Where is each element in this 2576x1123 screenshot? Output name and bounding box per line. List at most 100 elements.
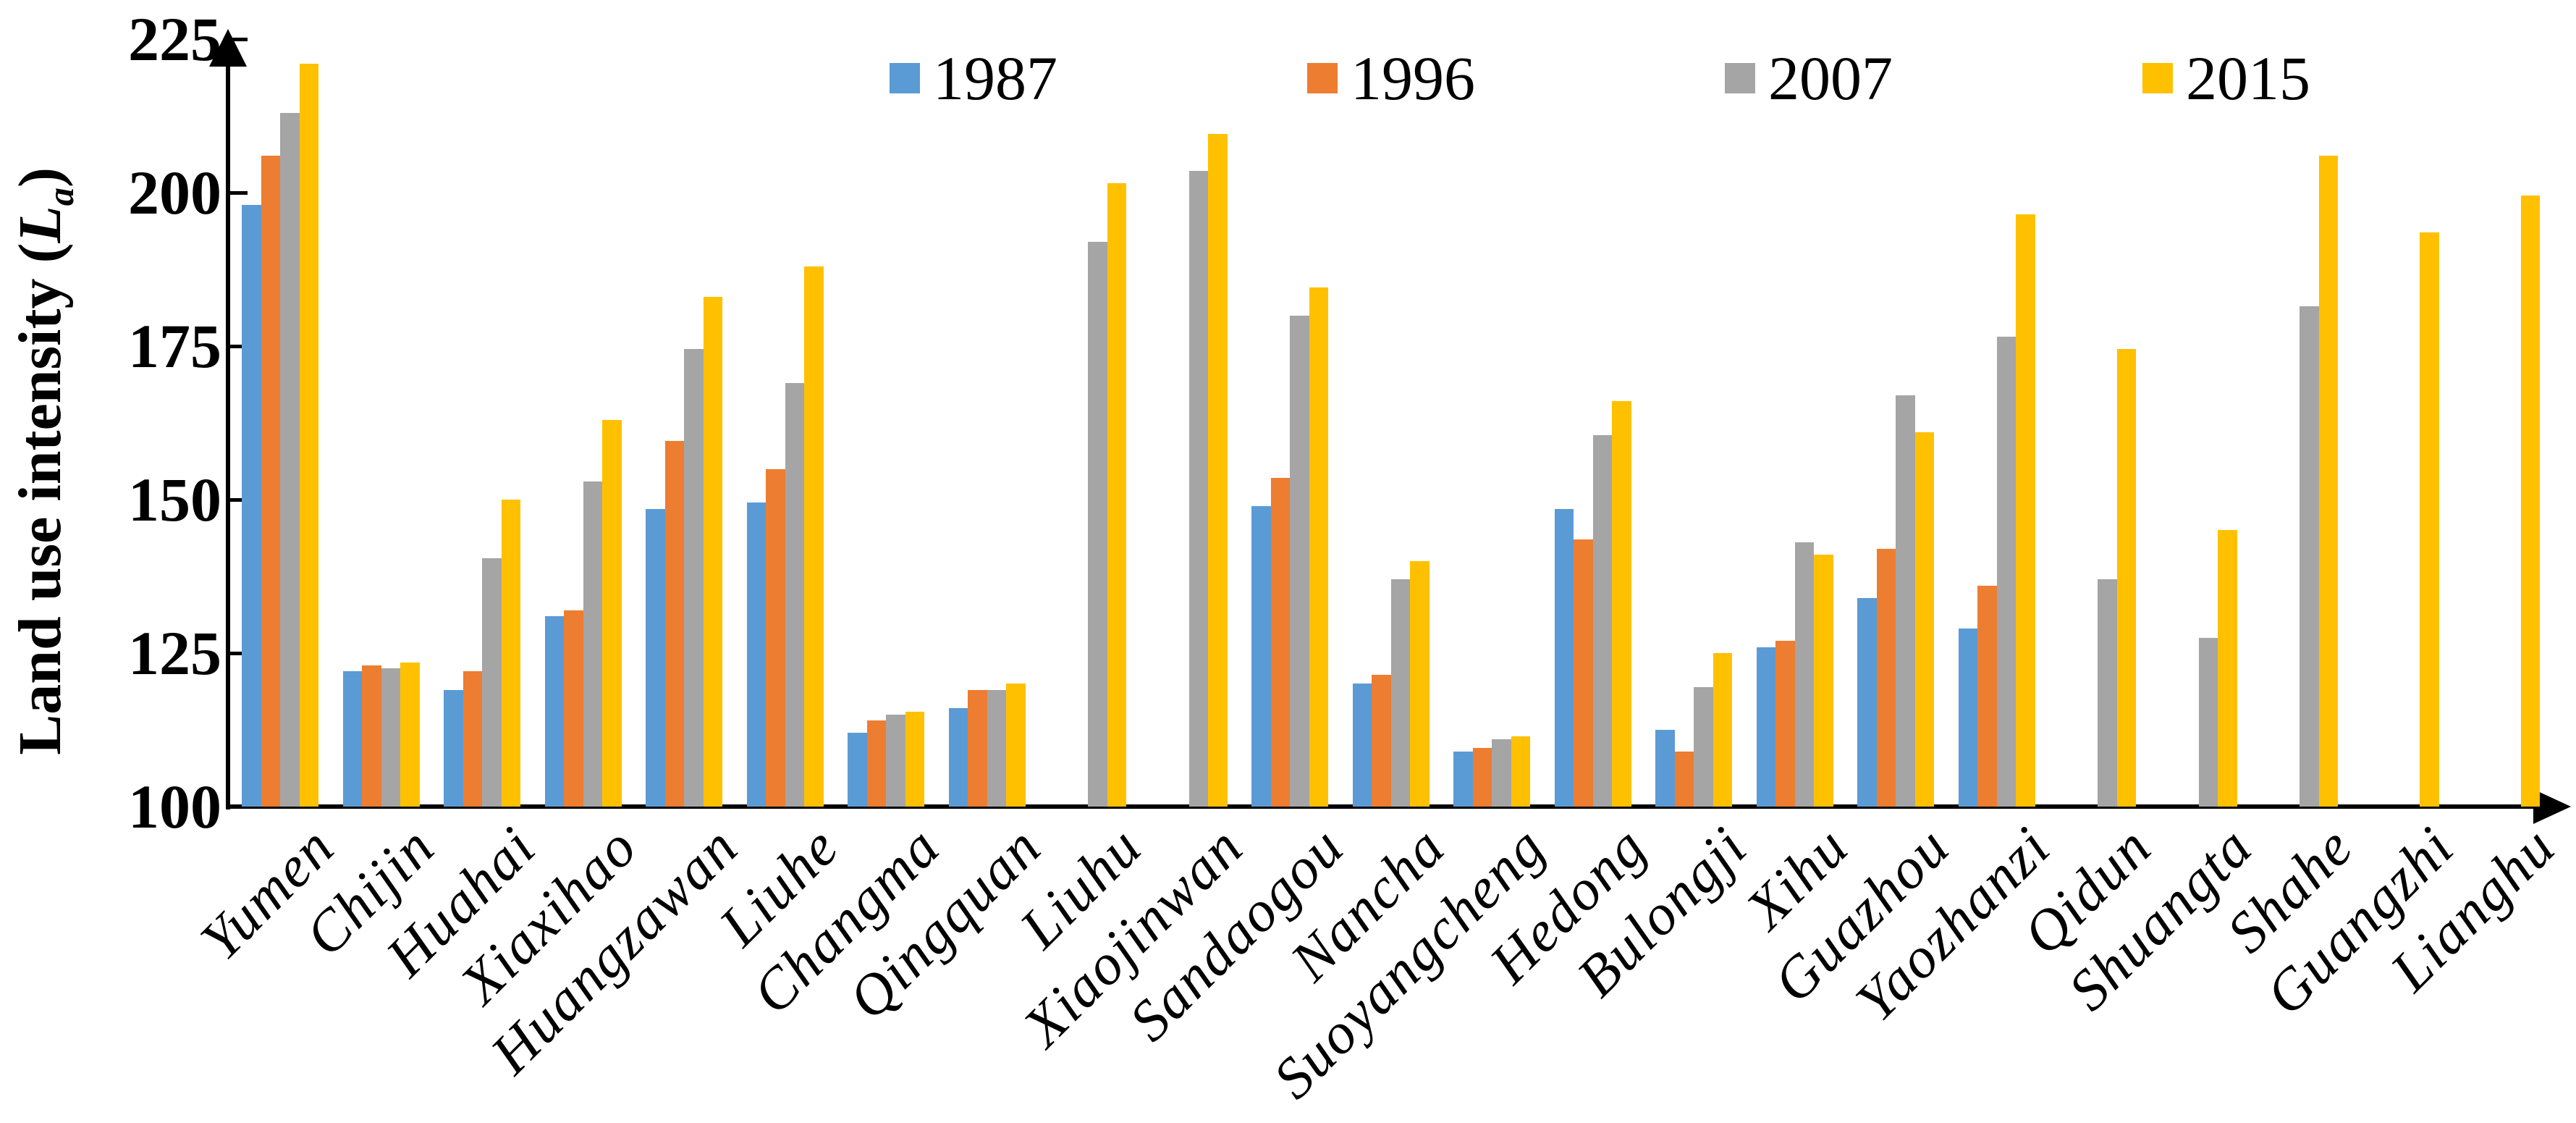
bar-qingquan-1987 <box>948 708 968 807</box>
bar-hedong-2007 <box>1592 435 1612 807</box>
legend-label-2015: 2015 <box>2186 43 2310 113</box>
bar-liuhu-2015 <box>1107 183 1126 807</box>
bar-guazhou-1987 <box>1857 597 1877 807</box>
bar-suoyangcheng-1996 <box>1472 748 1492 807</box>
bar-yumen-2007 <box>280 112 300 807</box>
legend-label-1987: 1987 <box>933 43 1057 113</box>
y-tick-mark-225 <box>226 38 248 41</box>
bar-nancha-1996 <box>1372 674 1391 807</box>
bar-shuangta-2007 <box>2198 637 2218 807</box>
bar-nancha-2015 <box>1410 560 1430 807</box>
y-axis-title: Land use intensity (La) <box>5 103 82 820</box>
bar-suoyangcheng-1987 <box>1453 751 1473 807</box>
bar-huangzawan-1996 <box>664 441 684 807</box>
y-axis-arrow-icon <box>209 29 247 67</box>
bar-nancha-2007 <box>1390 579 1410 807</box>
bar-changma-2007 <box>886 714 905 807</box>
bar-guazhou-2015 <box>1914 432 1934 807</box>
bar-sandaogou-1987 <box>1251 505 1271 807</box>
bar-changma-2015 <box>905 711 924 807</box>
y-tick-label-125: 125 <box>128 618 221 688</box>
bar-yaozhanzi-2007 <box>1996 337 2016 807</box>
bar-xiaxihao-2007 <box>583 481 602 807</box>
bar-changma-1996 <box>866 720 886 807</box>
legend-swatch-1996 <box>1307 63 1338 93</box>
bar-qidun-2007 <box>2098 579 2117 807</box>
y-axis-title-symbol-sub: a <box>40 188 81 206</box>
bar-sandaogou-2015 <box>1309 287 1328 807</box>
bar-yaozhanzi-1996 <box>1977 585 1997 807</box>
bar-bulongji-2007 <box>1694 686 1713 807</box>
bar-hedong-1987 <box>1554 508 1574 807</box>
bar-qingquan-2007 <box>987 689 1006 807</box>
bar-xihu-2007 <box>1794 542 1814 807</box>
bar-guazhou-2007 <box>1896 395 1915 807</box>
bar-xiaxihao-1987 <box>544 616 564 807</box>
bar-huahai-1996 <box>463 671 482 807</box>
bar-shahe-2007 <box>2300 306 2319 807</box>
bar-huahai-2015 <box>501 500 520 807</box>
y-tick-mark-175 <box>226 345 248 348</box>
bar-chijin-2015 <box>400 662 420 807</box>
bar-qingquan-1996 <box>968 689 987 807</box>
bar-yumen-1996 <box>261 156 280 807</box>
bar-xiaxihao-2015 <box>602 419 622 807</box>
bar-sandaogou-1996 <box>1270 478 1290 807</box>
bar-chijin-1987 <box>342 671 362 807</box>
bar-bulongji-2015 <box>1713 653 1732 807</box>
bar-hedong-1996 <box>1574 539 1593 807</box>
y-axis-line <box>226 51 230 809</box>
bar-yumen-1987 <box>242 205 261 807</box>
y-tick-label-175: 175 <box>128 311 221 381</box>
y-axis-title-symbol: L <box>7 206 75 243</box>
y-axis-title-text: Land use intensity ( <box>7 243 75 755</box>
bar-xiaojinwan-2015 <box>1208 134 1228 807</box>
bar-liuhe-2015 <box>804 266 824 807</box>
legend-item-2007: 2007 <box>1725 47 1893 109</box>
y-tick-label-225: 225 <box>128 4 221 74</box>
bar-bulongji-1996 <box>1674 751 1694 807</box>
bar-huangzawan-2007 <box>684 349 704 807</box>
bar-xiaojinwan-2007 <box>1188 171 1208 807</box>
bar-bulongji-1987 <box>1655 730 1675 807</box>
bar-liuhe-1987 <box>746 502 766 807</box>
bar-qingquan-2015 <box>1006 684 1026 807</box>
bar-nancha-1987 <box>1352 684 1372 807</box>
bar-liuhe-1996 <box>766 468 785 807</box>
bar-suoyangcheng-2007 <box>1492 739 1511 807</box>
bar-changma-1987 <box>848 733 867 807</box>
bar-huahai-2007 <box>482 558 502 807</box>
bar-yaozhanzi-1987 <box>1958 628 1977 807</box>
bar-hedong-2015 <box>1612 401 1631 807</box>
y-axis-title-close: ) <box>7 167 75 188</box>
bar-xihu-1987 <box>1756 647 1775 807</box>
bar-guazhou-1996 <box>1876 548 1896 807</box>
y-tick-mark-125 <box>226 652 248 655</box>
bar-huangzawan-2015 <box>703 297 722 807</box>
legend-swatch-2007 <box>1725 63 1755 93</box>
y-tick-label-200: 200 <box>128 158 221 227</box>
bar-yaozhanzi-2015 <box>2016 214 2035 807</box>
x-axis-line <box>226 804 2536 809</box>
y-tick-mark-200 <box>226 191 248 195</box>
y-tick-label-100: 100 <box>128 772 221 841</box>
bar-chijin-1996 <box>362 665 381 807</box>
bar-huangzawan-1987 <box>646 508 665 807</box>
bar-yumen-2015 <box>299 63 318 807</box>
legend-item-1987: 1987 <box>890 43 1057 113</box>
bar-chijin-2007 <box>381 668 400 807</box>
legend-item-2015: 2015 <box>2142 43 2310 113</box>
bar-xihu-2015 <box>1814 555 1833 807</box>
legend-swatch-1987 <box>890 63 920 93</box>
bar-huahai-1987 <box>444 689 463 807</box>
legend-label-1996: 1996 <box>1351 43 1475 113</box>
bar-guangzhi-2015 <box>2420 232 2439 807</box>
bar-sandaogou-2007 <box>1290 315 1309 807</box>
bar-suoyangcheng-2015 <box>1511 736 1530 807</box>
bar-qidun-2015 <box>2116 349 2136 807</box>
y-tick-mark-150 <box>226 498 248 502</box>
bar-xiaxihao-1996 <box>564 610 583 807</box>
y-tick-label-150: 150 <box>128 465 221 534</box>
bar-shuangta-2015 <box>2218 530 2237 807</box>
